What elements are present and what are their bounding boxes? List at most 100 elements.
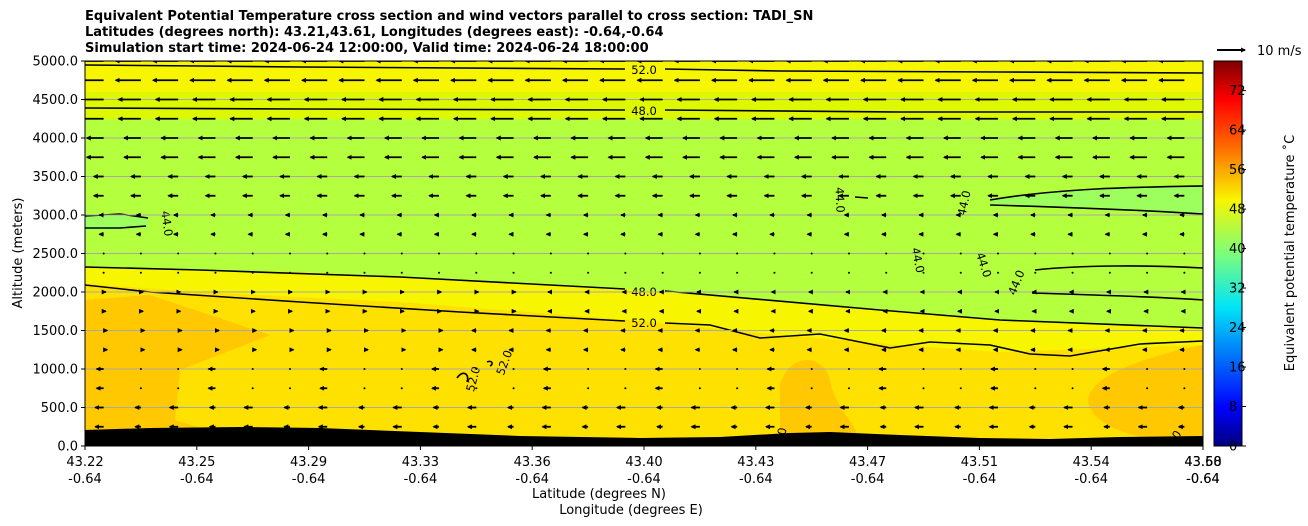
wind-vector — [847, 368, 850, 370]
x-tick-label-lat: 43.47 — [849, 455, 886, 470]
wind-vector — [736, 271, 739, 274]
wind-vector — [512, 387, 515, 390]
wind-vector — [251, 271, 254, 274]
contour-44-left-b — [85, 225, 147, 229]
wind-vector — [847, 252, 850, 255]
wind-vector — [1108, 252, 1111, 255]
wind-vector — [363, 387, 366, 390]
y-tick-label: 2000.0 — [33, 286, 79, 301]
x-tick-label-lat: 43.29 — [290, 455, 327, 470]
wind-vector — [922, 387, 925, 390]
wind-vector — [363, 271, 366, 274]
wind-vector — [1183, 387, 1186, 390]
wind-vector — [1071, 387, 1074, 390]
x-tick-label-lon: -0.64 — [1186, 472, 1220, 487]
y-tick-label: 0.0 — [57, 440, 78, 455]
wind-vector — [139, 271, 142, 274]
x-tick-label-lon: -0.64 — [180, 472, 214, 487]
x-tick-label-lat: 43.40 — [625, 455, 662, 470]
x-tick-label-lon: -0.64 — [1074, 472, 1108, 487]
colorbar-tick-label: 8 — [1229, 400, 1237, 415]
x-tick-label-lon: -0.64 — [963, 472, 997, 487]
wind-vector — [773, 271, 776, 274]
wind-vector — [736, 387, 739, 390]
colorbar — [1213, 60, 1243, 447]
contour-44-right-c — [1034, 265, 1203, 271]
wind-vector — [587, 368, 590, 370]
wind-vector — [698, 387, 701, 390]
x-tick-label-lon: -0.64 — [851, 472, 885, 487]
wind-vector — [549, 271, 552, 274]
wind-vector — [1071, 368, 1074, 370]
wind-vector — [400, 368, 403, 370]
x-tick-label-lat: 43.33 — [402, 455, 439, 470]
wind-vector — [177, 387, 180, 390]
colorbar-tick-label: 56 — [1229, 163, 1246, 178]
contour-label-52-top: 52.0 — [631, 63, 657, 77]
wind-vector — [214, 271, 217, 274]
colorbar-tick-label: 72 — [1229, 84, 1246, 99]
x-tick-label-lat: 43.43 — [737, 455, 774, 470]
wind-vector — [177, 271, 180, 274]
colorbar-tick-label: 0 — [1229, 440, 1237, 455]
wind-vector — [885, 271, 888, 274]
wind-vector — [475, 271, 478, 274]
contour-label-48-top: 48.0 — [631, 104, 657, 118]
x-tick-label-lon: -0.64 — [515, 472, 549, 487]
contour-48-top — [85, 107, 1203, 113]
wind-vector — [959, 368, 962, 370]
contour-52-mid — [85, 284, 1203, 357]
x-tick-label-lon: -0.64 — [627, 472, 661, 487]
y-tick-label: 1000.0 — [33, 363, 79, 378]
wind-vector — [102, 271, 105, 274]
title-line-1: Equivalent Potential Temperature cross s… — [85, 9, 814, 24]
wind-vector — [959, 387, 962, 390]
x-tick-label-lat: 43.36 — [514, 455, 551, 470]
wind-vector — [1071, 252, 1074, 255]
y-axis: 0.0 500.0 1000.0 1500.0 2000.0 2500.0 3000.0 35… — [33, 55, 85, 455]
wind-vector — [1034, 368, 1037, 370]
y-tick-label: 5000.0 — [33, 55, 79, 70]
wind-vector — [624, 252, 627, 255]
contour-lines — [85, 64, 1203, 383]
wind-vectors — [85, 61, 1186, 430]
band-green-44-48 — [85, 119, 1203, 328]
wind-vector — [438, 252, 441, 255]
contour-label-44-a: 44.0 — [158, 210, 175, 237]
wind-vector — [624, 387, 627, 390]
wind-vector — [1034, 271, 1037, 274]
colorbar-tick-label: 32 — [1229, 282, 1246, 297]
wind-vector — [624, 368, 627, 370]
x-tick-label-lat: 43.22 — [66, 455, 103, 470]
band-yellow-52-upper — [85, 61, 1203, 92]
wind-vector — [400, 387, 403, 390]
wind-vector — [698, 368, 701, 370]
wind-vector — [177, 368, 180, 370]
x-tick-label-lat: 43.54 — [1073, 455, 1110, 470]
wind-vector — [363, 252, 366, 255]
quiver-key-label: 10 m/s — [1257, 44, 1302, 59]
wind-vector — [549, 252, 552, 255]
wind-vector — [698, 271, 701, 274]
contour-label-44-b: 44.0 — [833, 187, 848, 213]
wind-vector — [922, 252, 925, 255]
colorbar-ticks: 0 8 16 24 32 40 48 56 64 72 — [1229, 84, 1246, 455]
wind-vector — [214, 252, 217, 255]
wind-vector — [512, 368, 515, 370]
wind-vector — [475, 252, 478, 255]
contour-label-52-c: 52.0 — [463, 365, 483, 393]
wind-vector — [475, 387, 478, 390]
colorbar-label: Equivalent potential temperature ˚C — [1282, 135, 1298, 371]
wind-vector — [997, 252, 1000, 255]
contour-label-52-mid: 52.0 — [631, 316, 657, 330]
title-line-3: Simulation start time: 2024-06-24 12:00:… — [85, 41, 649, 56]
y-tick-label: 4000.0 — [33, 132, 79, 147]
wind-vector — [400, 252, 403, 255]
wind-vector — [959, 252, 962, 255]
contour-52-top — [85, 64, 1203, 74]
band-green-40-44-left — [85, 214, 148, 230]
wind-vector — [847, 271, 850, 274]
y-tick-label: 4500.0 — [33, 93, 79, 108]
x-axis: 43.22 -0.64 43.25 -0.64 43.29 -0.64 43.33 -0.64… — [66, 446, 1222, 487]
